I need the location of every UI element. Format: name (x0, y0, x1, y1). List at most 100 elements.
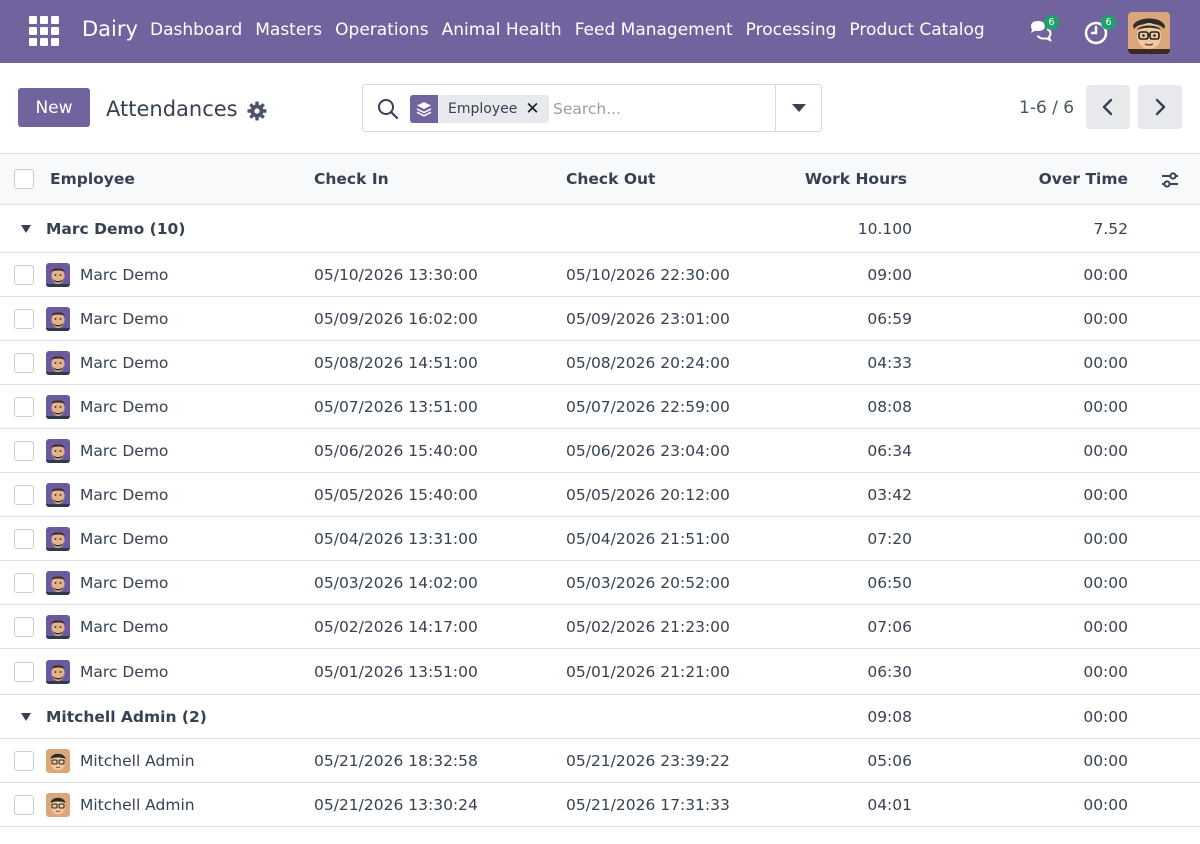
check-in-cell[interactable]: 05/05/2026 15:40:00 (314, 485, 478, 504)
pager-previous-button[interactable] (1086, 85, 1130, 129)
pager-value[interactable]: 1-6 / 6 (1019, 98, 1075, 118)
row-checkbox[interactable] (14, 616, 34, 637)
row-checkbox[interactable] (14, 264, 34, 285)
check-out-cell[interactable]: 05/03/2026 20:52:00 (566, 573, 730, 592)
employee-cell[interactable]: Marc Demo (46, 605, 168, 648)
over-time-cell[interactable]: 00:00 (1083, 397, 1128, 416)
gear-icon[interactable] (246, 100, 268, 122)
table-row[interactable]: Marc Demo 05/04/2026 13:31:00 05/04/2026 2… (0, 517, 1200, 561)
employee-cell[interactable]: Marc Demo (46, 297, 168, 340)
header-over-time[interactable]: Over Time (1038, 170, 1128, 188)
row-checkbox[interactable] (14, 794, 34, 815)
check-out-cell[interactable]: 05/06/2026 23:04:00 (566, 441, 730, 460)
work-hours-cell[interactable]: 09:00 (867, 265, 912, 284)
select-all-checkbox[interactable] (14, 169, 34, 189)
work-hours-cell[interactable]: 06:50 (867, 573, 912, 592)
row-checkbox[interactable] (14, 528, 34, 549)
caret-down-icon[interactable] (20, 224, 32, 234)
row-checkbox[interactable] (14, 484, 34, 505)
check-in-cell[interactable]: 05/10/2026 13:30:00 (314, 265, 478, 284)
over-time-cell[interactable]: 00:00 (1083, 662, 1128, 681)
over-time-cell[interactable]: 00:00 (1083, 485, 1128, 504)
employee-cell[interactable]: Marc Demo (46, 473, 168, 516)
menu-item-dashboard[interactable]: Dashboard (150, 20, 243, 40)
check-out-cell[interactable]: 05/21/2026 23:39:22 (566, 751, 730, 770)
employee-cell[interactable]: Marc Demo (46, 517, 168, 560)
app-menu-icon[interactable] (29, 16, 59, 46)
row-checkbox[interactable] (14, 572, 34, 593)
over-time-cell[interactable]: 00:00 (1083, 751, 1128, 770)
work-hours-cell[interactable]: 04:33 (867, 353, 912, 372)
menu-item-processing[interactable]: Processing (745, 20, 837, 40)
table-row[interactable]: Marc Demo 05/05/2026 15:40:00 05/05/2026 2… (0, 473, 1200, 517)
check-out-cell[interactable]: 05/10/2026 22:30:00 (566, 265, 730, 284)
check-out-cell[interactable]: 05/08/2026 20:24:00 (566, 353, 730, 372)
optional-columns-icon[interactable] (1158, 168, 1182, 192)
check-out-cell[interactable]: 05/01/2026 21:21:00 (566, 662, 730, 681)
work-hours-cell[interactable]: 08:08 (867, 397, 912, 416)
row-checkbox[interactable] (14, 308, 34, 329)
work-hours-cell[interactable]: 06:59 (867, 309, 912, 328)
user-avatar[interactable] (1128, 12, 1170, 54)
table-row[interactable]: Marc Demo 05/10/2026 13:30:00 05/10/2026 2… (0, 253, 1200, 297)
employee-cell[interactable]: Marc Demo (46, 253, 168, 296)
app-brand[interactable]: Dairy (82, 17, 138, 41)
row-checkbox[interactable] (14, 440, 34, 461)
work-hours-cell[interactable]: 06:34 (867, 441, 912, 460)
over-time-cell[interactable]: 00:00 (1083, 573, 1128, 592)
search-icon[interactable] (377, 98, 399, 120)
employee-cell[interactable]: Marc Demo (46, 341, 168, 384)
menu-item-operations[interactable]: Operations (335, 20, 429, 40)
over-time-cell[interactable]: 00:00 (1083, 309, 1128, 328)
pager-next-button[interactable] (1138, 85, 1182, 129)
over-time-cell[interactable]: 00:00 (1083, 441, 1128, 460)
row-checkbox[interactable] (14, 396, 34, 417)
menu-item-product-catalog[interactable]: Product Catalog (849, 20, 985, 40)
check-in-cell[interactable]: 05/02/2026 14:17:00 (314, 617, 478, 636)
chat-icon[interactable]: 6 (1026, 15, 1059, 46)
check-in-cell[interactable]: 05/01/2026 13:51:00 (314, 662, 478, 681)
check-out-cell[interactable]: 05/05/2026 20:12:00 (566, 485, 730, 504)
employee-cell[interactable]: Mitchell Admin (46, 739, 195, 782)
group-row[interactable]: Mitchell Admin (2) 09:08 00:00 (0, 695, 1200, 739)
employee-cell[interactable]: Mitchell Admin (46, 783, 195, 826)
employee-cell[interactable]: Marc Demo (46, 385, 168, 428)
table-row[interactable]: Marc Demo 05/06/2026 15:40:00 05/06/2026 2… (0, 429, 1200, 473)
table-row[interactable]: Marc Demo 05/02/2026 14:17:00 05/02/2026 2… (0, 605, 1200, 649)
work-hours-cell[interactable]: 07:06 (867, 617, 912, 636)
menu-item-feed-management[interactable]: Feed Management (574, 20, 733, 40)
row-checkbox[interactable] (14, 661, 34, 682)
row-checkbox[interactable] (14, 750, 34, 771)
table-row[interactable]: Mitchell Admin 05/21/2026 18:32:58 05/21/2… (0, 739, 1200, 783)
activity-clock-icon[interactable]: 6 (1083, 15, 1116, 46)
check-in-cell[interactable]: 05/04/2026 13:31:00 (314, 529, 478, 548)
table-row[interactable]: Marc Demo 05/09/2026 16:02:00 05/09/2026 2… (0, 297, 1200, 341)
check-in-cell[interactable]: 05/08/2026 14:51:00 (314, 353, 478, 372)
over-time-cell[interactable]: 00:00 (1083, 617, 1128, 636)
new-button[interactable]: New (18, 88, 90, 127)
employee-cell[interactable]: Marc Demo (46, 429, 168, 472)
table-row[interactable]: Marc Demo 05/08/2026 14:51:00 05/08/2026 2… (0, 341, 1200, 385)
check-out-cell[interactable]: 05/04/2026 21:51:00 (566, 529, 730, 548)
search-options-toggle[interactable] (775, 85, 821, 131)
work-hours-cell[interactable]: 05:06 (867, 751, 912, 770)
group-row[interactable]: Marc Demo (10) 10.100 7.52 (0, 205, 1200, 253)
check-out-cell[interactable]: 05/09/2026 23:01:00 (566, 309, 730, 328)
over-time-cell[interactable]: 00:00 (1083, 265, 1128, 284)
header-check-in[interactable]: Check In (314, 170, 389, 188)
remove-facet-icon[interactable]: ✕ (525, 99, 540, 119)
check-in-cell[interactable]: 05/06/2026 15:40:00 (314, 441, 478, 460)
check-in-cell[interactable]: 05/07/2026 13:51:00 (314, 397, 478, 416)
work-hours-cell[interactable]: 04:01 (867, 795, 912, 814)
work-hours-cell[interactable]: 06:30 (867, 662, 912, 681)
over-time-cell[interactable]: 00:00 (1083, 795, 1128, 814)
work-hours-cell[interactable]: 03:42 (867, 485, 912, 504)
menu-item-masters[interactable]: Masters (255, 20, 323, 40)
check-in-cell[interactable]: 05/21/2026 18:32:58 (314, 751, 478, 770)
check-out-cell[interactable]: 05/21/2026 17:31:33 (566, 795, 730, 814)
table-row[interactable]: Marc Demo 05/07/2026 13:51:00 05/07/2026 2… (0, 385, 1200, 429)
table-row[interactable]: Marc Demo 05/01/2026 13:51:00 05/01/2026 2… (0, 649, 1200, 695)
check-in-cell[interactable]: 05/09/2026 16:02:00 (314, 309, 478, 328)
over-time-cell[interactable]: 00:00 (1083, 353, 1128, 372)
work-hours-cell[interactable]: 07:20 (867, 529, 912, 548)
